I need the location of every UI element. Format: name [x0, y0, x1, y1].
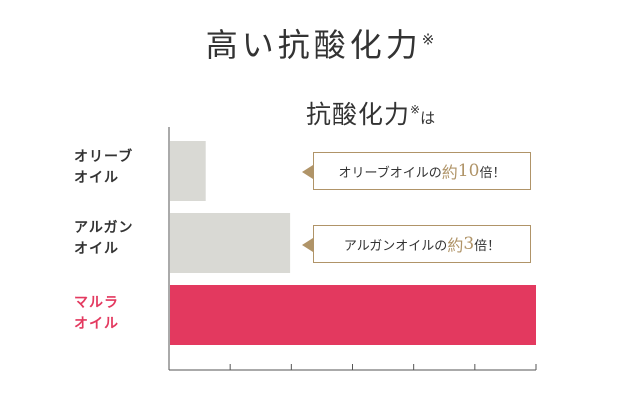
subtitle-footnote-mark: ※: [410, 102, 421, 117]
bar-olive: [170, 141, 206, 201]
bar-marula: [170, 285, 536, 345]
chart-subtitle: 抗酸化力※は: [306, 100, 436, 129]
callout-argan: アルガンオイルの約 3 倍！: [302, 225, 531, 263]
callout-pointer: [302, 165, 313, 179]
category-label-marula: マルラ オイル: [74, 295, 119, 332]
category-label-argan: アルガン オイル: [74, 220, 134, 257]
subtitle-suffix: は: [420, 109, 436, 127]
title-footnote-mark: ※: [421, 30, 435, 49]
bar-argan: [170, 213, 291, 273]
category-label-olive: オリーブ オイル: [74, 149, 134, 186]
chart-title: 高い抗酸化力※: [205, 26, 435, 64]
callout-olive: オリーブオイルの約 10 倍！: [302, 152, 531, 190]
callout-pointer: [302, 238, 313, 252]
